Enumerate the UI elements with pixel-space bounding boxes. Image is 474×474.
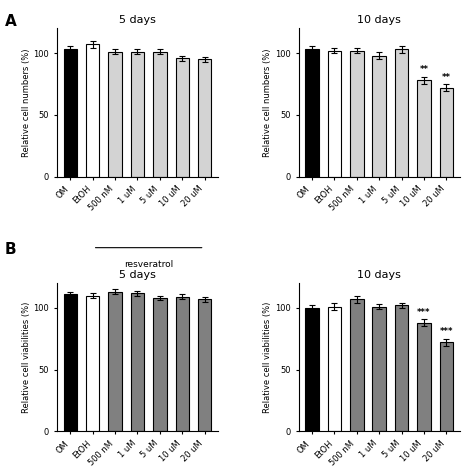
Text: ***: *** xyxy=(439,327,453,336)
Y-axis label: Relative cell viabilities (%): Relative cell viabilities (%) xyxy=(264,301,273,413)
Bar xyxy=(64,49,77,177)
Bar xyxy=(350,51,364,177)
Title: 5 days: 5 days xyxy=(119,270,156,280)
Bar xyxy=(395,49,408,177)
Bar xyxy=(64,294,77,431)
Bar xyxy=(198,299,211,431)
Bar xyxy=(86,45,100,177)
Title: 10 days: 10 days xyxy=(357,270,401,280)
Text: B: B xyxy=(5,242,17,257)
Bar xyxy=(175,58,189,177)
Bar xyxy=(153,52,166,177)
Bar xyxy=(131,52,144,177)
Bar xyxy=(109,292,122,431)
Bar xyxy=(328,51,341,177)
Bar xyxy=(153,298,166,431)
Bar xyxy=(439,343,453,431)
Title: 10 days: 10 days xyxy=(357,15,401,25)
Y-axis label: Relative cell numbers (%): Relative cell numbers (%) xyxy=(264,48,273,157)
Bar xyxy=(373,55,386,177)
Text: resveratrol: resveratrol xyxy=(124,260,173,268)
Bar xyxy=(328,307,341,431)
Bar xyxy=(350,299,364,431)
Text: ***: *** xyxy=(417,308,431,317)
Bar xyxy=(131,293,144,431)
Bar xyxy=(373,307,386,431)
Text: **: ** xyxy=(442,73,451,82)
Bar xyxy=(439,88,453,177)
Text: A: A xyxy=(5,14,17,29)
Bar xyxy=(305,49,319,177)
Y-axis label: Relative cell numbers (%): Relative cell numbers (%) xyxy=(22,48,31,157)
Bar xyxy=(175,297,189,431)
Bar xyxy=(395,305,408,431)
Y-axis label: Relative cell viabilities (%): Relative cell viabilities (%) xyxy=(22,301,31,413)
Bar xyxy=(417,323,431,431)
Bar xyxy=(198,59,211,177)
Bar xyxy=(417,80,431,177)
Text: **: ** xyxy=(419,65,428,74)
Bar xyxy=(305,308,319,431)
Title: 5 days: 5 days xyxy=(119,15,156,25)
Bar xyxy=(86,296,100,431)
Bar xyxy=(109,52,122,177)
